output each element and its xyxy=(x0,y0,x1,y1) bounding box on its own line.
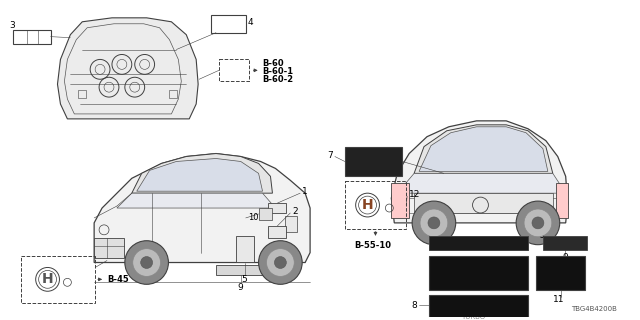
Circle shape xyxy=(524,209,552,237)
Bar xyxy=(285,216,297,232)
Text: SPORT: SPORT xyxy=(452,265,504,279)
Bar xyxy=(94,238,124,258)
Bar xyxy=(13,30,51,44)
Text: 7: 7 xyxy=(327,151,333,160)
Bar xyxy=(429,295,528,320)
Bar xyxy=(219,60,249,81)
Circle shape xyxy=(428,217,440,229)
Text: B-45: B-45 xyxy=(107,275,129,284)
Polygon shape xyxy=(397,173,566,193)
Text: CIVIC: CIVIC xyxy=(359,156,388,166)
Bar xyxy=(211,15,246,33)
Text: B-60: B-60 xyxy=(262,59,284,68)
Text: 10: 10 xyxy=(248,213,258,222)
Polygon shape xyxy=(414,125,553,173)
Circle shape xyxy=(516,201,560,245)
Bar xyxy=(391,183,409,218)
Bar xyxy=(429,236,528,250)
Circle shape xyxy=(132,249,161,276)
Text: 9: 9 xyxy=(563,253,568,262)
Text: 12: 12 xyxy=(409,190,420,199)
Text: 1.5: 1.5 xyxy=(551,268,570,277)
Text: 8: 8 xyxy=(412,300,417,310)
Polygon shape xyxy=(391,121,568,223)
Polygon shape xyxy=(58,18,198,119)
Circle shape xyxy=(125,241,168,284)
Bar xyxy=(236,236,253,261)
Bar xyxy=(414,193,553,213)
Text: H: H xyxy=(362,198,373,212)
Bar xyxy=(345,181,406,229)
Circle shape xyxy=(412,201,456,245)
Text: 3: 3 xyxy=(9,21,15,30)
Text: B-60-2: B-60-2 xyxy=(262,75,294,84)
Bar xyxy=(216,266,271,276)
Text: VTEC: VTEC xyxy=(456,300,492,314)
Bar xyxy=(429,256,528,290)
Circle shape xyxy=(532,217,544,229)
Text: 4: 4 xyxy=(248,18,253,27)
Bar xyxy=(543,236,588,250)
Polygon shape xyxy=(132,154,273,193)
Circle shape xyxy=(259,241,302,284)
Bar xyxy=(78,90,86,98)
Text: H: H xyxy=(42,272,53,286)
Circle shape xyxy=(266,249,294,276)
Circle shape xyxy=(141,257,152,268)
Text: 6: 6 xyxy=(538,231,544,240)
Polygon shape xyxy=(117,193,275,208)
Bar xyxy=(170,90,177,98)
Text: 5: 5 xyxy=(242,275,248,284)
Polygon shape xyxy=(419,127,548,172)
Text: 1: 1 xyxy=(302,187,308,196)
Text: 9: 9 xyxy=(238,283,244,292)
Text: TBG4B4200B: TBG4B4200B xyxy=(572,306,617,312)
Bar xyxy=(556,183,568,218)
Polygon shape xyxy=(94,154,310,262)
Bar xyxy=(259,208,273,220)
Text: B-55-10: B-55-10 xyxy=(355,241,392,250)
Circle shape xyxy=(275,257,286,268)
Polygon shape xyxy=(137,158,262,191)
Bar xyxy=(269,226,286,238)
Text: B-60-1: B-60-1 xyxy=(262,67,294,76)
Bar xyxy=(536,256,586,290)
Circle shape xyxy=(420,209,448,237)
Bar xyxy=(21,256,95,303)
Bar xyxy=(269,203,286,213)
Bar xyxy=(345,147,402,176)
Text: TURBO: TURBO xyxy=(461,314,486,320)
Text: 1.5T VTEC TURBO: 1.5T VTEC TURBO xyxy=(451,240,506,245)
Text: 2: 2 xyxy=(292,206,298,215)
Text: 11: 11 xyxy=(553,295,564,304)
Text: TURBO: TURBO xyxy=(556,240,574,245)
